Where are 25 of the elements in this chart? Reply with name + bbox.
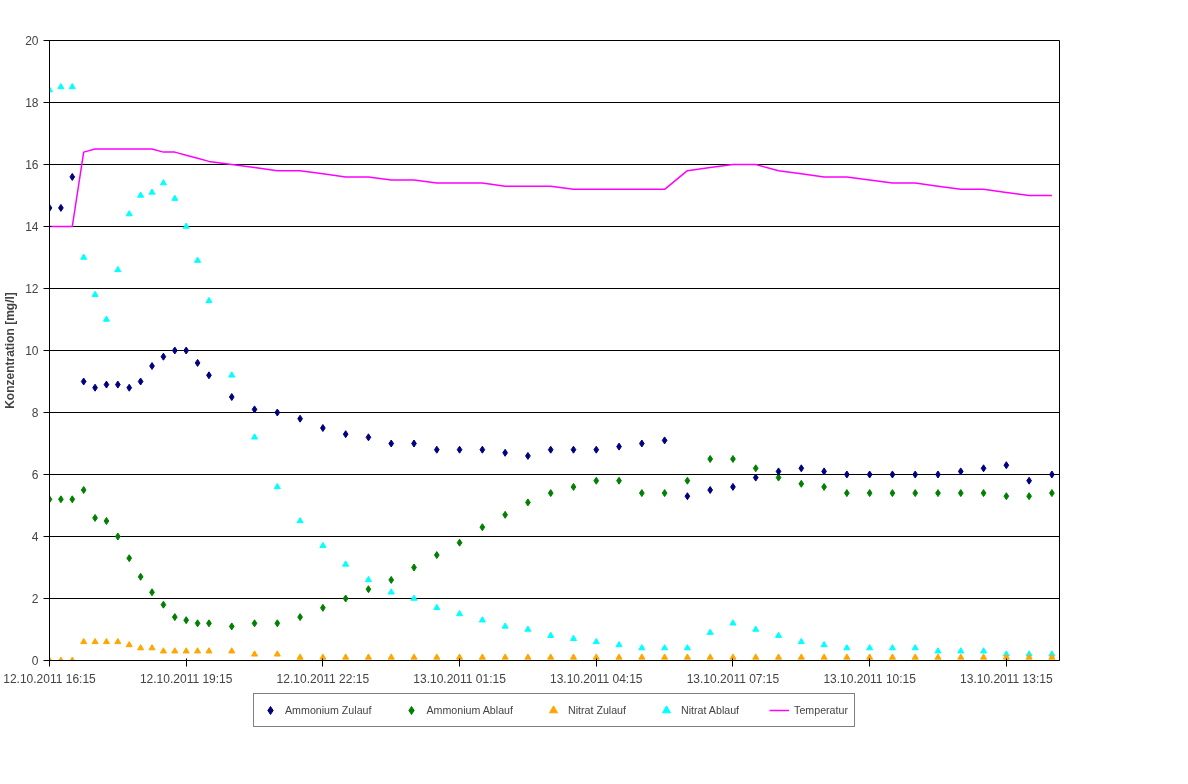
legend-label: Ammonium Zulauf [285, 704, 372, 716]
y-tick-label: 14 [25, 220, 39, 234]
x-tick-label: 13.10.2011 01:15 [413, 671, 507, 686]
y-tick-label: 12 [25, 282, 39, 296]
y-tick-label: 18 [25, 96, 39, 110]
x-tick-label: 13.10.2011 10:15 [823, 671, 917, 686]
y-tick-label: 4 [31, 530, 39, 544]
y-tick-label: 8 [31, 406, 39, 420]
x-tick-label: 13.10.2011 04:15 [550, 671, 643, 686]
y-tick-label: 6 [31, 468, 39, 482]
legend-label: Nitrat Zulauf [567, 704, 627, 716]
y-tick-label: 10 [25, 344, 39, 358]
legend-label: Nitrat Ablauf [681, 704, 740, 716]
x-tick-label: 12.10.2011 16:15 [3, 671, 97, 686]
legend-label: Ammonium Ablauf [426, 704, 513, 716]
x-tick-label: 12.10.2011 19:15 [139, 671, 233, 686]
x-tick-label: 13.10.2011 13:15 [960, 671, 1053, 686]
y-tick-label: 2 [31, 592, 39, 606]
y-tick-label: 20 [25, 34, 39, 48]
y-tick-label: 0 [31, 654, 39, 668]
y-axis-title: Konzentration [mg/l] [3, 292, 18, 409]
x-tick-label: 13.10.2011 07:15 [686, 671, 780, 686]
legend-label: Temperatur [794, 704, 848, 716]
x-tick-label: 12.10.2011 22:15 [276, 671, 370, 686]
y-tick-label: 16 [25, 158, 39, 172]
